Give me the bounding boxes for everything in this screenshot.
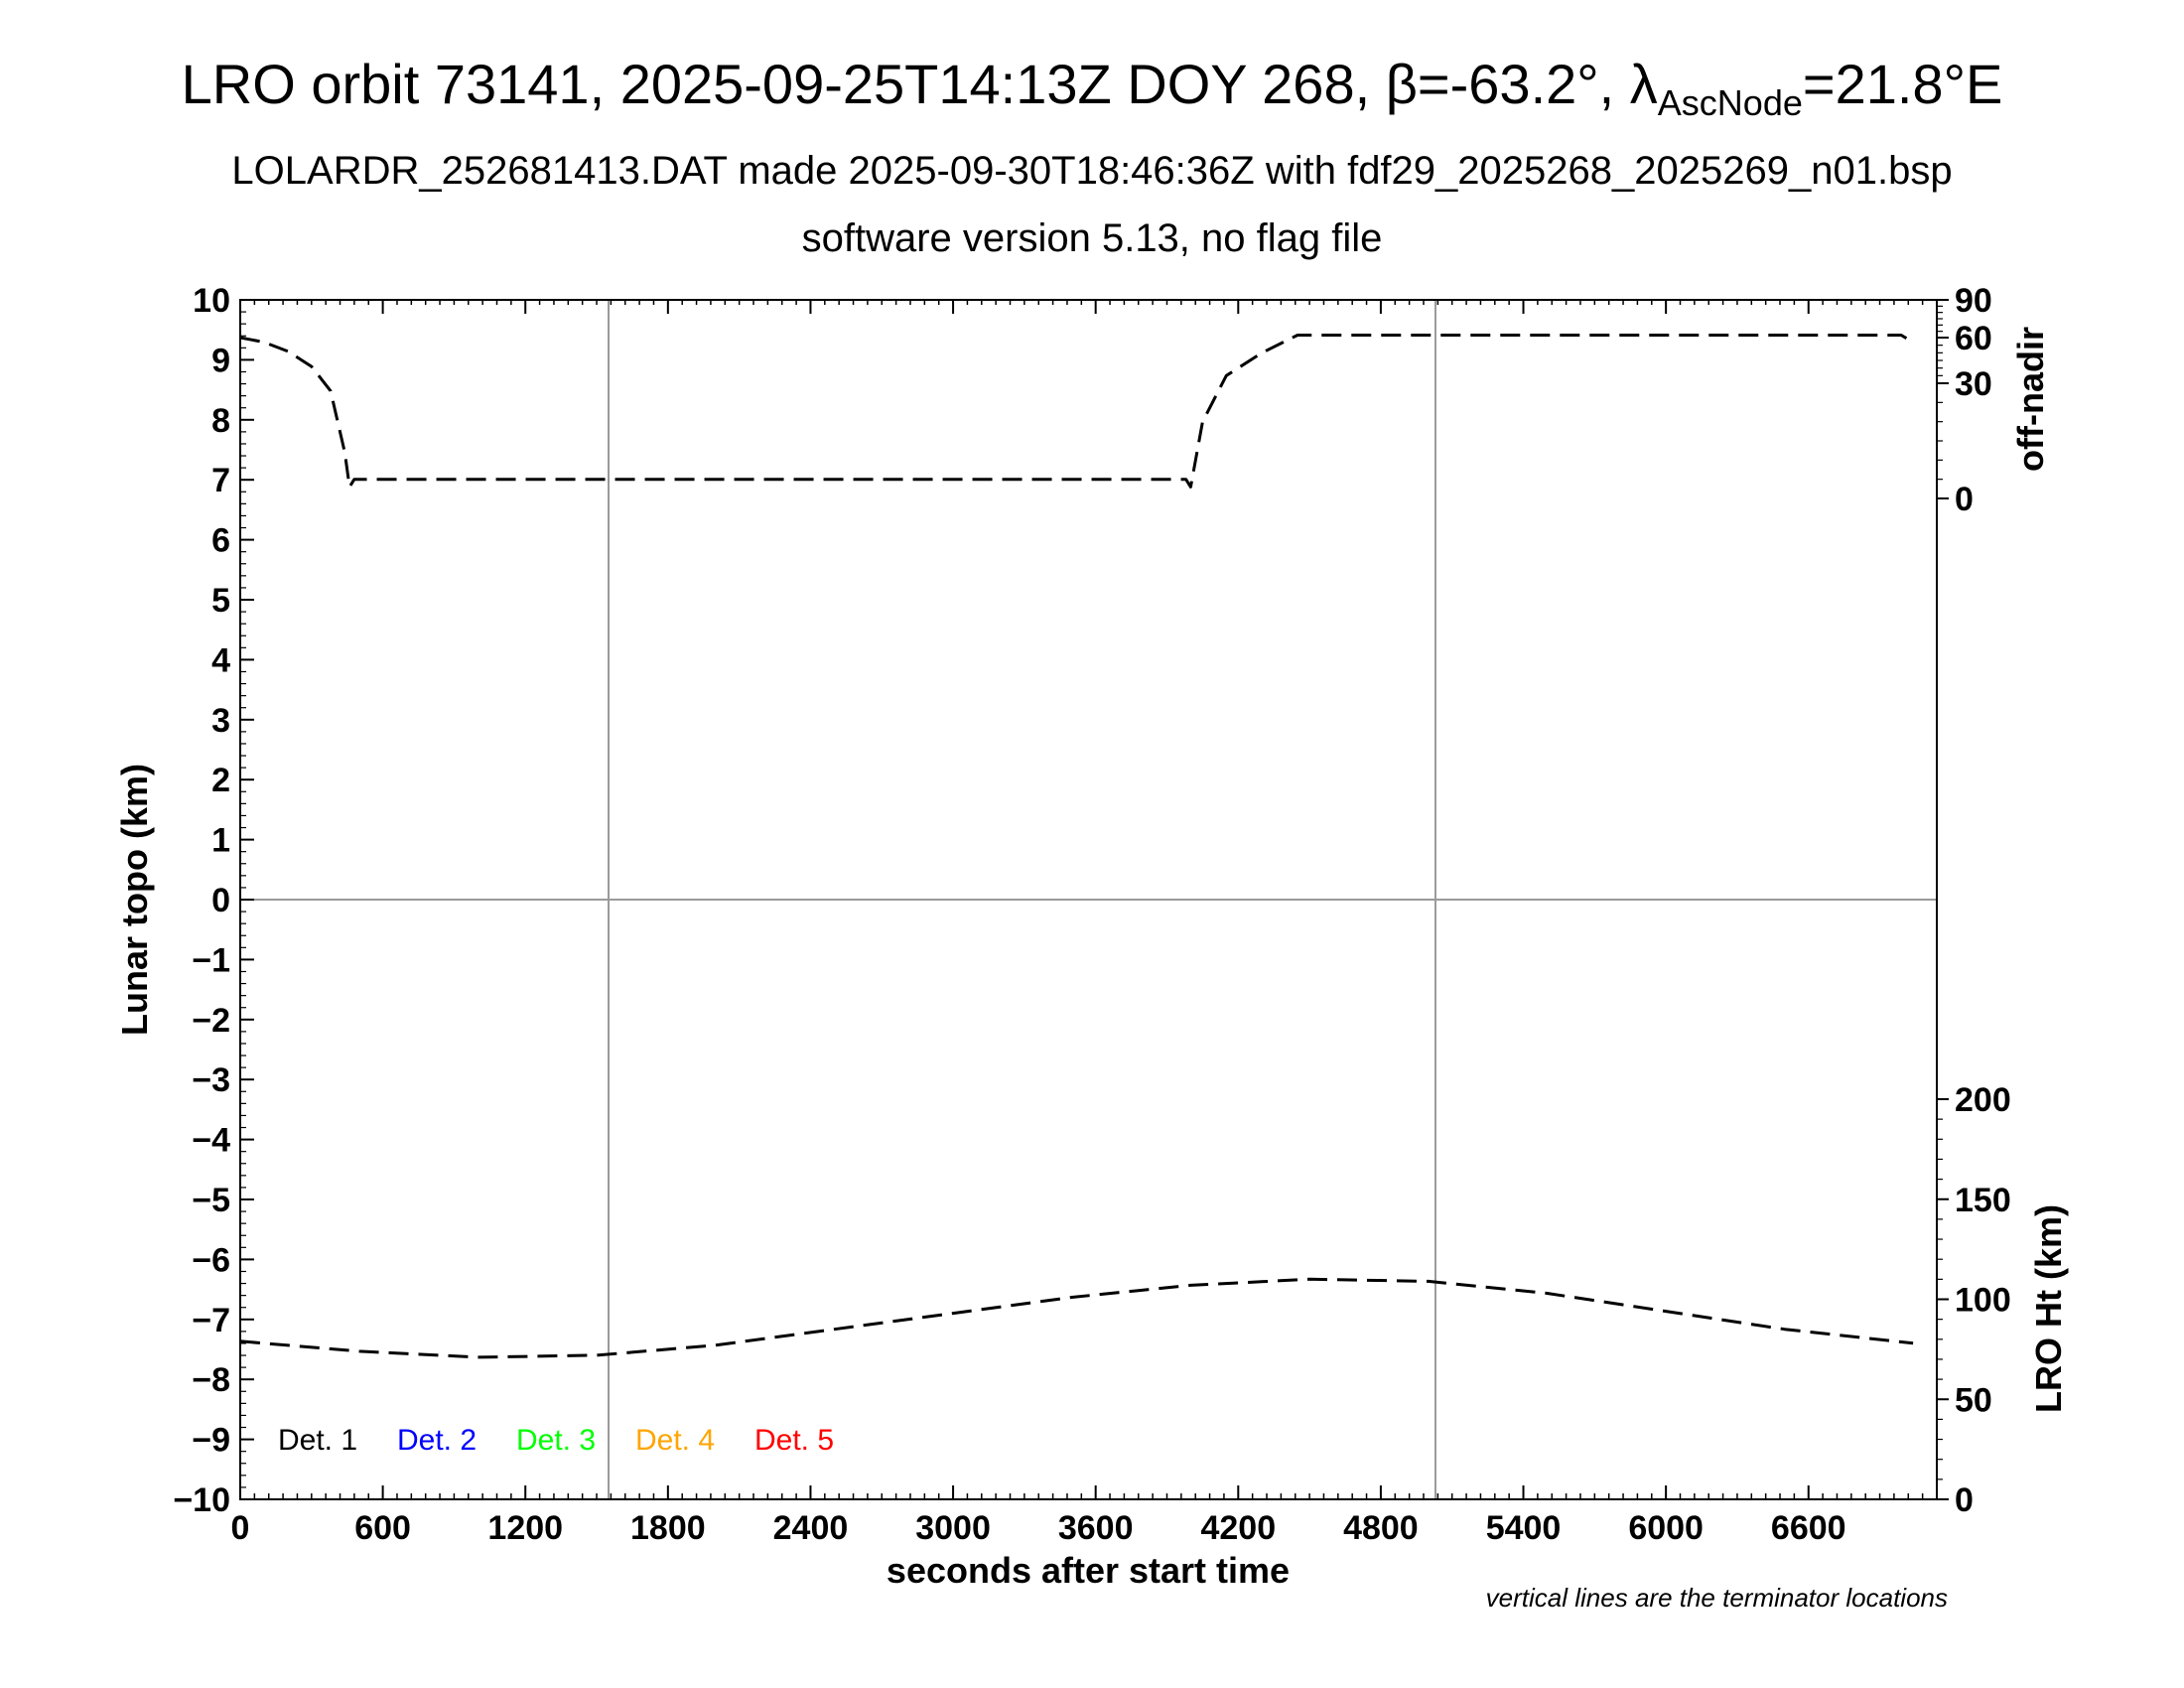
labels-layer: 0 600 1200 1800 2400 3000 3600 4200 4800 5400 6000… [173,282,2010,1547]
title-lambda: λ [1629,53,1658,115]
y-tick-label: −5 [192,1182,230,1219]
y-tick-label: 2 [211,762,230,799]
y-tick-label: 5 [211,582,230,620]
off-nadir-tick-label: 60 [1955,320,1992,357]
lro-ht-tick-label: 150 [1955,1182,2011,1219]
legend-item: Det. 5 [754,1424,834,1457]
off-nadir-series [239,334,1914,489]
x-tick-label: 1200 [487,1509,563,1547]
y-tick-label: 7 [211,462,230,499]
x-tick-label: 2400 [773,1509,849,1547]
title-subscript: AscNode [1657,82,1803,124]
lro-ht-series [239,1277,1914,1359]
x-tick-label: 6600 [1771,1509,1846,1547]
y-tick-label: −8 [192,1361,230,1399]
x-tick-label: 1800 [630,1509,706,1547]
y-tick-label: −4 [192,1122,230,1160]
legend-item: Det. 2 [397,1424,477,1457]
off-nadir-tick-label: 90 [1955,282,1992,320]
legend-item: Det. 4 [635,1424,715,1457]
title-suffix: =21.8°E [1802,53,2003,115]
y-tick-label: −1 [192,941,230,979]
x-tick-label: 5400 [1486,1509,1562,1547]
off-nadir-tick-label: 0 [1955,481,1974,518]
y-tick-label: −9 [192,1422,230,1460]
y-tick-label: 4 [211,641,230,679]
terminator-note: vertical lines are the terminator locati… [1486,1583,1948,1613]
y-axis-title-lro-ht: LRO Ht (km) [2028,1204,2069,1413]
y-tick-label: −10 [173,1481,230,1519]
legend-item: Det. 3 [516,1424,596,1457]
chart-subtitle: LOLARDR_252681413.DAT made 2025-09-30T18… [231,149,1953,193]
grid-layer [240,300,1937,1499]
y-axis-title-off-nadir: off-nadir [2010,327,2051,472]
y-tick-label: −6 [192,1241,230,1279]
lro-ht-tick-label: 0 [1955,1481,1974,1519]
x-tick-label: 0 [231,1509,250,1547]
legend: Det. 1 Det. 2 Det. 3 Det. 4 Det. 5 [278,1424,834,1457]
x-axis-title: seconds after start time [887,1550,1290,1591]
lro-ht-tick-label: 50 [1955,1381,1992,1419]
x-tick-label: 6000 [1628,1509,1704,1547]
title-prefix: LRO orbit 73141, 2025-09-25T14:13Z DOY 2… [181,53,1386,115]
chart-subtitle-software: software version 5.13, no flag file [801,216,1383,260]
x-tick-label: 4800 [1343,1509,1419,1547]
title-beta: β=-63.2°, [1385,53,1630,115]
y-tick-label: −7 [192,1302,230,1339]
chart-title: LRO orbit 73141, 2025-09-25T14:13Z DOY 2… [0,52,2184,124]
y-tick-label: 6 [211,522,230,560]
y-tick-label: 9 [211,342,230,379]
x-tick-label: 4200 [1200,1509,1276,1547]
y-axis-title-left: Lunar topo (km) [114,764,155,1036]
y-tick-label: −3 [192,1061,230,1099]
off-nadir-tick-label: 30 [1955,365,1992,403]
lro-ht-tick-label: 100 [1955,1282,2011,1320]
ticks-layer [239,299,1949,1500]
x-tick-label: 600 [354,1509,411,1547]
y-tick-label: 10 [193,282,230,320]
legend-item: Det. 1 [278,1424,357,1457]
x-tick-label: 3000 [915,1509,991,1547]
series-layer [239,334,1914,1359]
y-tick-label: 3 [211,702,230,740]
x-tick-label: 3600 [1058,1509,1134,1547]
y-tick-label: 8 [211,402,230,440]
y-tick-label: 0 [211,882,230,919]
y-tick-label: 1 [211,822,230,860]
y-tick-label: −2 [192,1002,230,1040]
lro-ht-tick-label: 200 [1955,1081,2011,1119]
